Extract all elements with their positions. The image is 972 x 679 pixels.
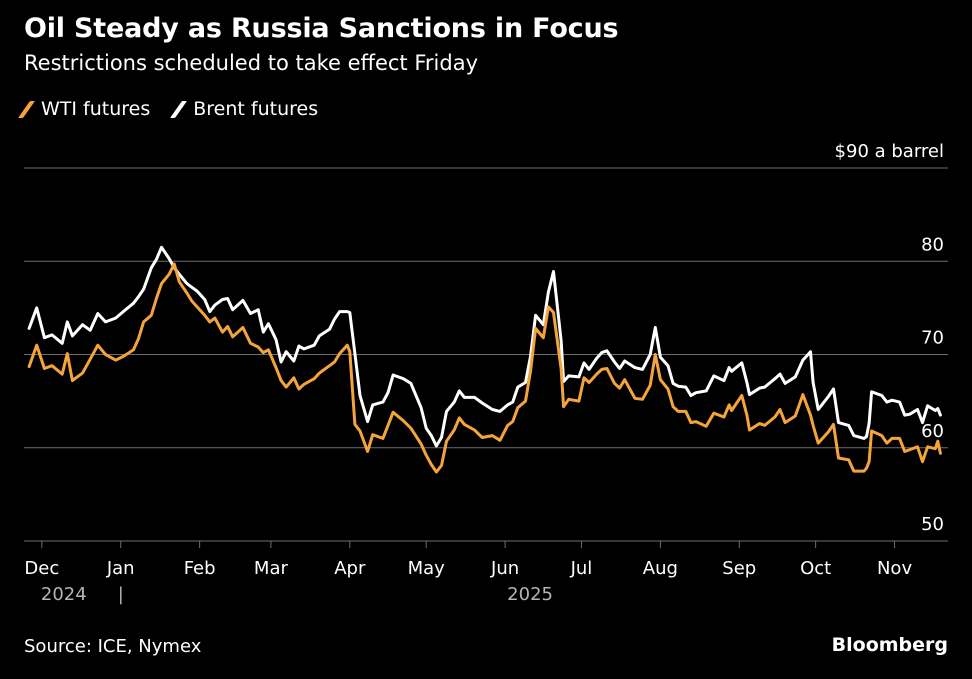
x-year-divider: | bbox=[118, 584, 124, 605]
series-line-brent-futures bbox=[27, 245, 942, 448]
source-note: Source: ICE, Nymex bbox=[24, 636, 202, 657]
x-tick-label-jun: Jun bbox=[490, 558, 519, 579]
x-tick-label-nov: Nov bbox=[877, 558, 912, 579]
y-tick-label-50: 50 bbox=[921, 514, 944, 535]
x-tick-label-sep: Sep bbox=[722, 558, 756, 579]
x-tick-label-feb: Feb bbox=[184, 558, 216, 579]
y-tick-label-80: 80 bbox=[921, 234, 944, 255]
y-tick-label-60: 60 bbox=[921, 421, 944, 442]
x-tick-label-mar: Mar bbox=[254, 558, 289, 579]
legend: WTI futures Brent futures bbox=[18, 98, 344, 120]
legend-item-brent: Brent futures bbox=[170, 98, 319, 120]
brand-logo-text: Bloomberg bbox=[831, 634, 948, 656]
x-tick-label-oct: Oct bbox=[800, 558, 831, 579]
chart-subtitle: Restrictions scheduled to take effect Fr… bbox=[24, 51, 478, 75]
x-tick-label-jan: Jan bbox=[106, 558, 135, 579]
x-tick-label-jul: Jul bbox=[570, 558, 593, 579]
y-tick-label-90: $90 a barrel bbox=[835, 141, 944, 162]
chart-title: Oil Steady as Russia Sanctions in Focus bbox=[24, 13, 619, 44]
legend-label-brent: Brent futures bbox=[193, 98, 319, 120]
x-tick-label-apr: Apr bbox=[334, 558, 366, 579]
x-tick-label-aug: Aug bbox=[643, 558, 678, 579]
legend-item-wti: WTI futures bbox=[18, 98, 151, 120]
x-year-label-2025: 2025 bbox=[507, 584, 553, 605]
series-line-wti-futures bbox=[27, 262, 942, 474]
x-tick-label-may: May bbox=[408, 558, 446, 579]
x-year-label-2024: 2024 bbox=[41, 584, 87, 605]
x-tick-label-dec: Dec bbox=[24, 558, 59, 579]
y-tick-label-70: 70 bbox=[921, 328, 944, 349]
legend-label-wti: WTI futures bbox=[41, 98, 151, 120]
